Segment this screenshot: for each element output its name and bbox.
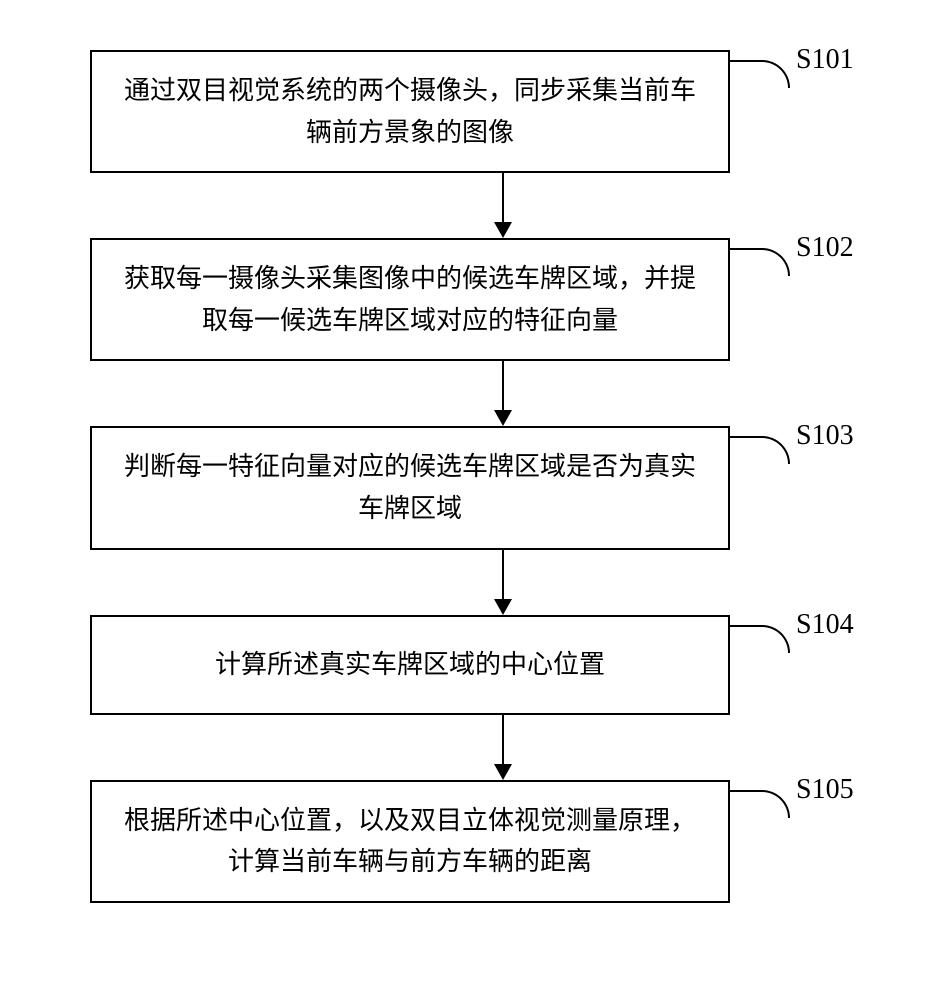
arrow-1 bbox=[183, 173, 823, 238]
arrow-head-1 bbox=[494, 222, 512, 238]
label-connector-3: S103 bbox=[730, 436, 854, 464]
arrow-2 bbox=[183, 361, 823, 426]
arrow-line-1 bbox=[502, 173, 504, 223]
curve-4 bbox=[730, 625, 790, 653]
step-box-5: 根据所述中心位置，以及双目立体视觉测量原理，计算当前车辆与前方车辆的距离 bbox=[90, 780, 730, 903]
arrow-head-4 bbox=[494, 764, 512, 780]
arrow-line-2 bbox=[502, 361, 504, 411]
step-text-5: 根据所述中心位置，以及双目立体视觉测量原理，计算当前车辆与前方车辆的距离 bbox=[120, 800, 700, 883]
arrow-head-2 bbox=[494, 410, 512, 426]
label-connector-1: S101 bbox=[730, 60, 854, 88]
curve-1 bbox=[730, 60, 790, 88]
arrow-4 bbox=[183, 715, 823, 780]
step-text-1: 通过双目视觉系统的两个摄像头，同步采集当前车辆前方景象的图像 bbox=[120, 70, 700, 153]
flowchart-container: 通过双目视觉系统的两个摄像头，同步采集当前车辆前方景象的图像 S101 获取每一… bbox=[20, 50, 915, 903]
step-row-3: 判断每一特征向量对应的候选车牌区域是否为真实车牌区域 S103 bbox=[20, 426, 915, 549]
step-row-2: 获取每一摄像头采集图像中的候选车牌区域，并提取每一候选车牌区域对应的特征向量 S… bbox=[20, 238, 915, 361]
step-label-5: S105 bbox=[796, 774, 854, 806]
curve-5 bbox=[730, 790, 790, 818]
step-label-2: S102 bbox=[796, 232, 854, 264]
step-text-4: 计算所述真实车牌区域的中心位置 bbox=[215, 644, 605, 686]
label-connector-4: S104 bbox=[730, 625, 854, 653]
step-box-1: 通过双目视觉系统的两个摄像头，同步采集当前车辆前方景象的图像 bbox=[90, 50, 730, 173]
curve-2 bbox=[730, 248, 790, 276]
arrow-head-3 bbox=[494, 599, 512, 615]
arrow-line-3 bbox=[502, 550, 504, 600]
label-connector-2: S102 bbox=[730, 248, 854, 276]
arrow-3 bbox=[183, 550, 823, 615]
step-row-4: 计算所述真实车牌区域的中心位置 S104 bbox=[20, 615, 915, 715]
step-label-1: S101 bbox=[796, 44, 854, 76]
step-box-3: 判断每一特征向量对应的候选车牌区域是否为真实车牌区域 bbox=[90, 426, 730, 549]
step-box-2: 获取每一摄像头采集图像中的候选车牌区域，并提取每一候选车牌区域对应的特征向量 bbox=[90, 238, 730, 361]
label-connector-5: S105 bbox=[730, 790, 854, 818]
step-row-1: 通过双目视觉系统的两个摄像头，同步采集当前车辆前方景象的图像 S101 bbox=[20, 50, 915, 173]
arrow-line-4 bbox=[502, 715, 504, 765]
step-text-2: 获取每一摄像头采集图像中的候选车牌区域，并提取每一候选车牌区域对应的特征向量 bbox=[120, 258, 700, 341]
step-label-4: S104 bbox=[796, 609, 854, 641]
step-label-3: S103 bbox=[796, 420, 854, 452]
step-row-5: 根据所述中心位置，以及双目立体视觉测量原理，计算当前车辆与前方车辆的距离 S10… bbox=[20, 780, 915, 903]
curve-3 bbox=[730, 436, 790, 464]
step-box-4: 计算所述真实车牌区域的中心位置 bbox=[90, 615, 730, 715]
step-text-3: 判断每一特征向量对应的候选车牌区域是否为真实车牌区域 bbox=[120, 446, 700, 529]
